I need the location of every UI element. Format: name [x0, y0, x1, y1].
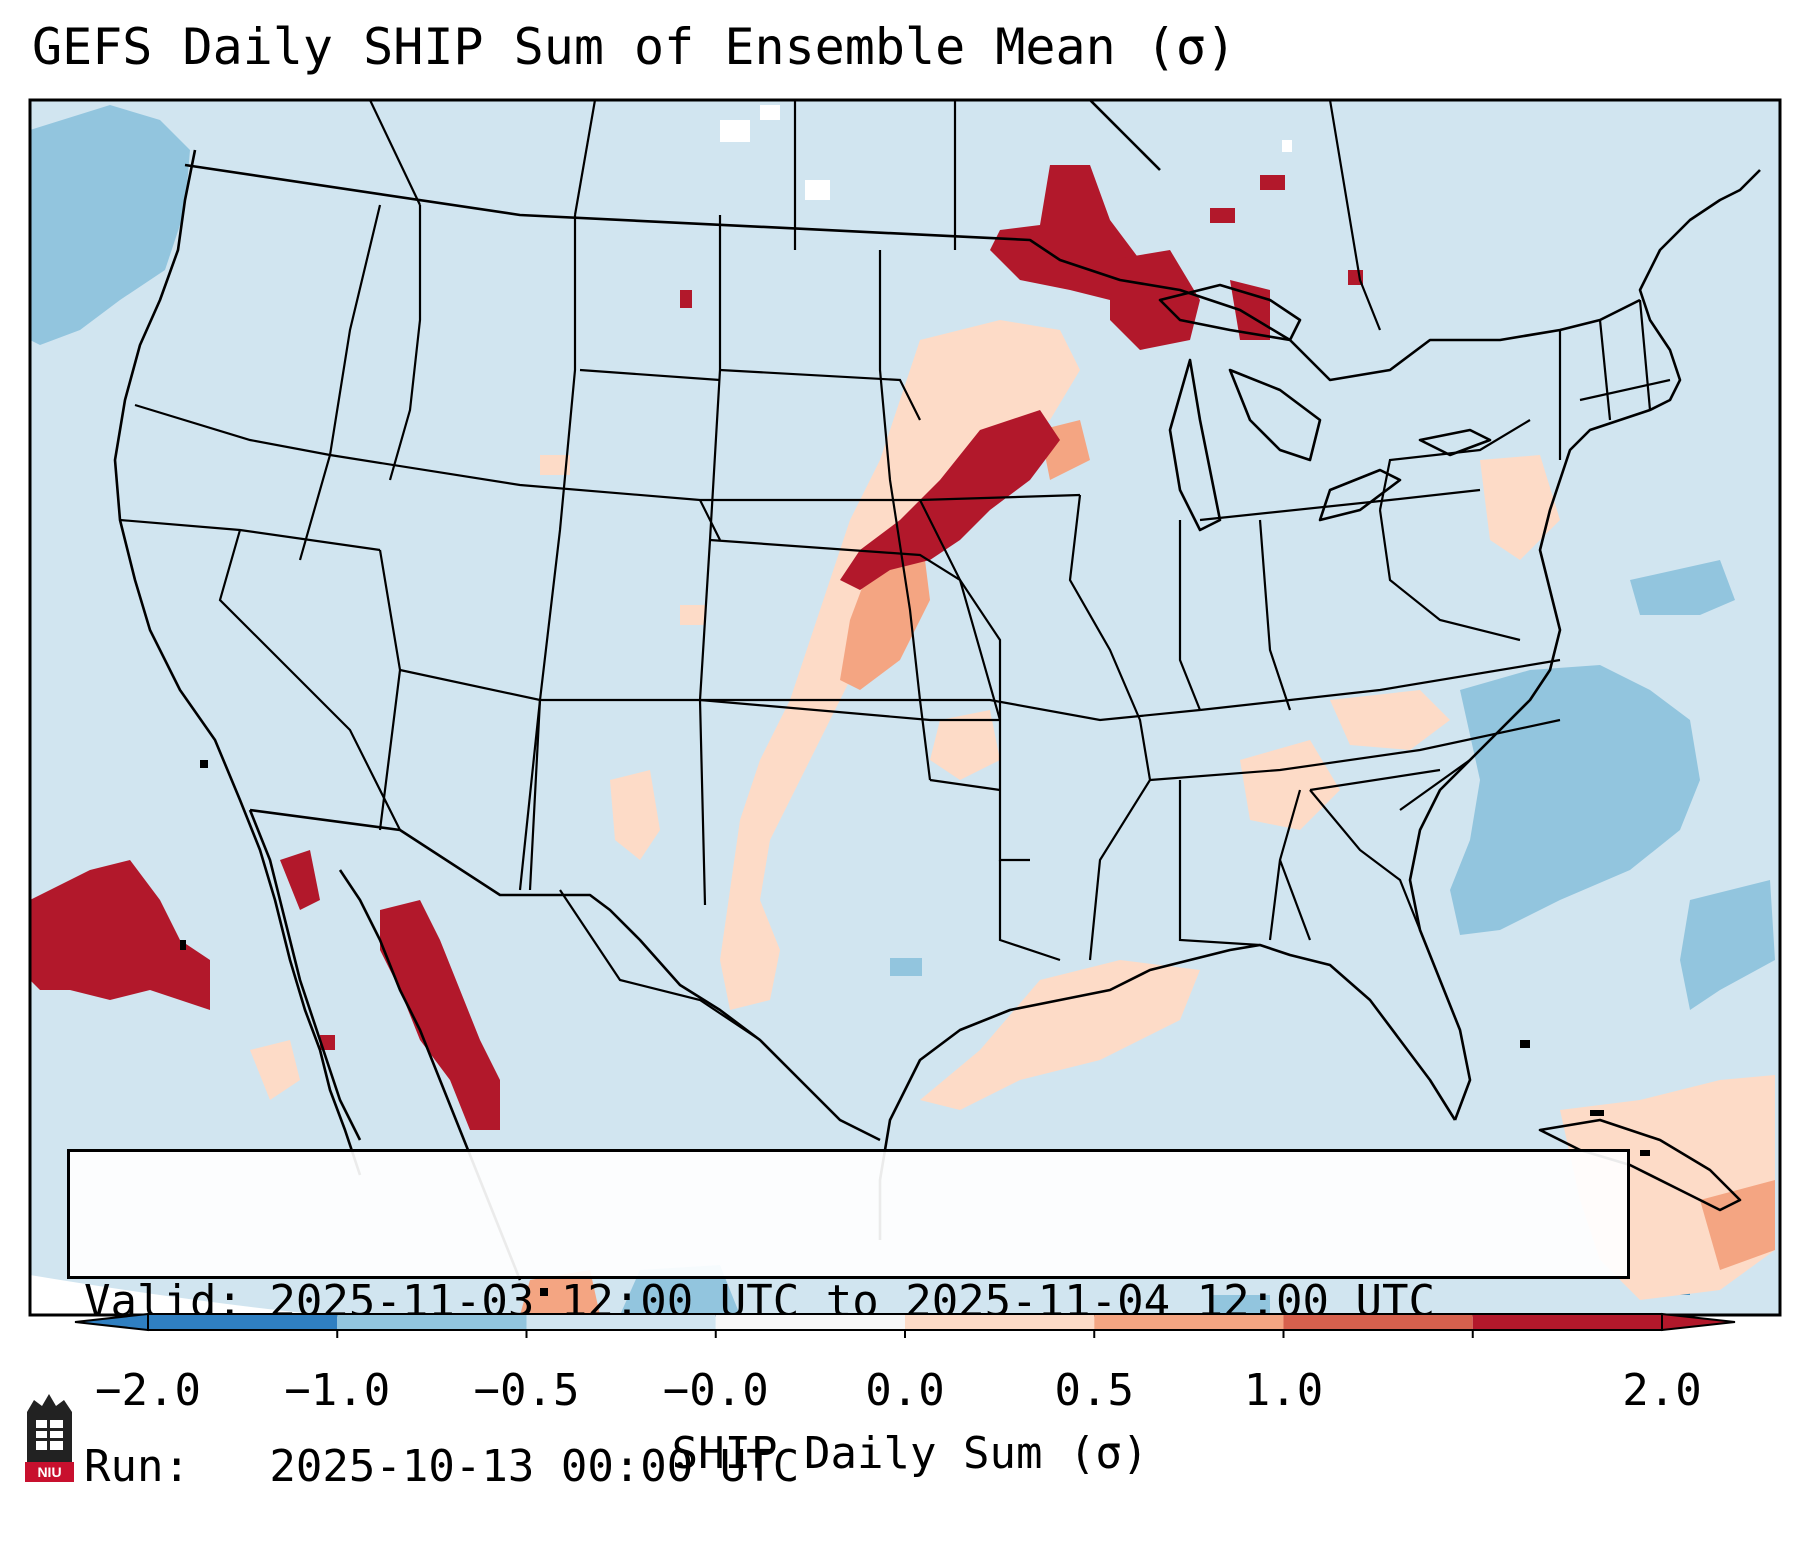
- colorbar-segment: [1283, 1314, 1473, 1330]
- info-box: Valid: 2025-11-03 12:00 UTC to 2025-11-0…: [67, 1149, 1630, 1492]
- state-borders: [119, 100, 1671, 1041]
- colorbar: [74, 1312, 1736, 1338]
- colorbar-tick-label: 1.0: [1243, 1365, 1324, 1416]
- map-title: GEFS Daily SHIP Sum of Ensemble Mean (σ): [32, 18, 1237, 76]
- colorbar-tick-label: −0.5: [473, 1365, 580, 1416]
- run-time-text: Run: 2025-10-13 00:00 UTC: [84, 1441, 800, 1492]
- islands: [180, 760, 1650, 1296]
- colorbar-segment: [148, 1314, 338, 1330]
- colorbar-extend-right: [1661, 1312, 1736, 1332]
- niu-logo: NIU: [25, 1394, 74, 1482]
- colorbar-segment: [337, 1314, 527, 1330]
- logo-text: NIU: [37, 1464, 61, 1480]
- colorbar-tick-label: 2.0: [1622, 1365, 1702, 1416]
- colorbar-segment: [905, 1314, 1095, 1330]
- colorbar-segment: [715, 1314, 905, 1330]
- colorbar-segment: [1094, 1314, 1284, 1330]
- near-zero-regions: [720, 105, 1292, 200]
- colorbar-tick-label: −0.0: [662, 1365, 769, 1416]
- coastlines-and-borders: [113, 100, 1761, 1281]
- colorbar-tick-label: −2.0: [95, 1365, 201, 1416]
- colorbar-tick-label: −1.0: [284, 1365, 391, 1416]
- colorbar-segment: [526, 1314, 716, 1330]
- colorbar-tick-label: 0.0: [865, 1365, 945, 1416]
- colorbar-label: SHIP Daily Sum (σ): [671, 1428, 1149, 1479]
- colorbar-frame: [147, 1313, 1663, 1331]
- colorbar-segment: [1472, 1314, 1662, 1330]
- colorbar-extend-left: [74, 1312, 149, 1332]
- colorbar-tick-label: 0.5: [1054, 1365, 1134, 1416]
- projection-edge-left: [30, 1275, 323, 1315]
